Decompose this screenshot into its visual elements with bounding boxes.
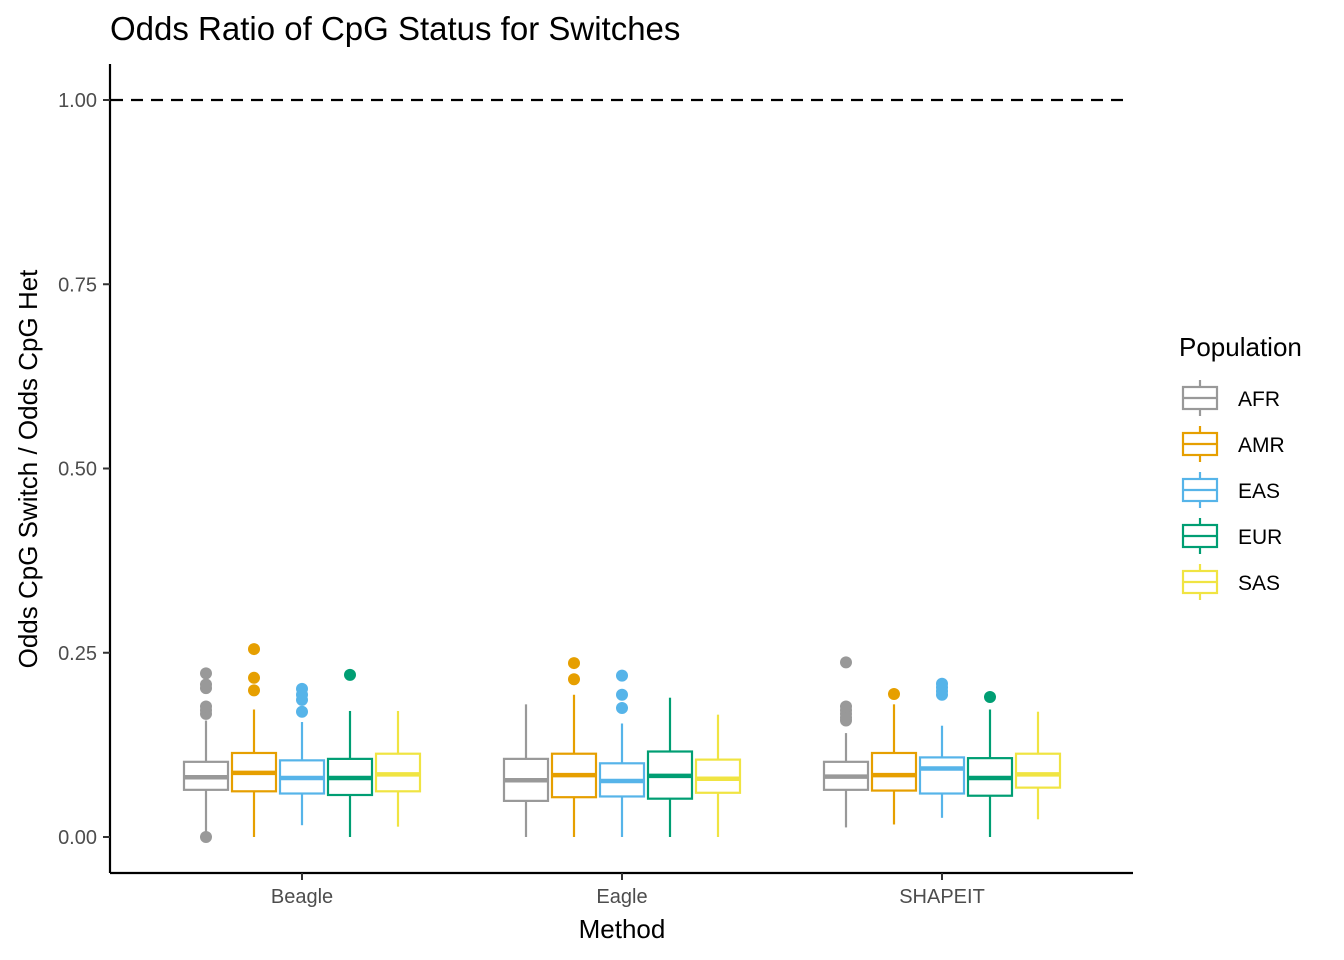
box-afr-shapeit bbox=[822, 656, 870, 828]
outlier-point bbox=[840, 700, 852, 713]
y-tick-label: 0.50 bbox=[58, 459, 97, 481]
outlier-point bbox=[568, 673, 580, 686]
box-afr-beagle bbox=[182, 667, 230, 843]
x-axis-title: Method bbox=[579, 914, 666, 944]
x-axis-ticks: Beagle Eagle SHAPEIT bbox=[271, 873, 985, 908]
legend-label: EUR bbox=[1238, 526, 1282, 549]
y-tick-label: 0.00 bbox=[58, 827, 97, 849]
box-iqr bbox=[918, 756, 966, 795]
outlier-point bbox=[296, 682, 308, 695]
x-tick-label: Beagle bbox=[271, 886, 333, 908]
box-eur-shapeit bbox=[966, 690, 1014, 837]
outlier-point bbox=[248, 671, 260, 684]
legend-item-amr: AMR bbox=[1181, 426, 1285, 462]
box-sas-shapeit bbox=[1014, 711, 1062, 820]
legend-label: EAS bbox=[1238, 480, 1280, 503]
outlier-point bbox=[568, 657, 580, 670]
x-tick-label: Eagle bbox=[596, 886, 647, 908]
outlier-point bbox=[344, 668, 356, 681]
box-sas-beagle bbox=[374, 710, 422, 827]
box-afr-eagle bbox=[502, 704, 550, 837]
x-tick-label: SHAPEIT bbox=[899, 886, 985, 908]
outlier-point bbox=[616, 688, 628, 701]
legend: Population AFR AMR EAS EUR SAS bbox=[1179, 332, 1302, 600]
outlier-point bbox=[840, 656, 852, 669]
legend-label: AMR bbox=[1238, 434, 1285, 457]
box-eur-eagle bbox=[646, 697, 694, 837]
box-iqr bbox=[870, 751, 918, 792]
outlier-point bbox=[616, 702, 628, 715]
y-axis-title: Odds CpG Switch / Odds CpG Het bbox=[13, 269, 43, 669]
outlier-point bbox=[200, 667, 212, 680]
legend-item-eas: EAS bbox=[1181, 472, 1280, 508]
outlier-point bbox=[248, 684, 260, 697]
legend-item-eur: EUR bbox=[1181, 518, 1282, 554]
outlier-point bbox=[200, 678, 212, 691]
legend-item-sas: SAS bbox=[1181, 564, 1280, 600]
outlier-point bbox=[888, 688, 900, 701]
box-eas-shapeit bbox=[918, 677, 966, 818]
outlier-point bbox=[200, 700, 212, 713]
legend-title: Population bbox=[1179, 332, 1302, 362]
y-axis-ticks: 0.00 0.25 0.50 0.75 1.00 bbox=[58, 90, 110, 849]
outlier-point bbox=[984, 690, 996, 703]
legend-item-afr: AFR bbox=[1181, 380, 1280, 416]
legend-label: AFR bbox=[1238, 388, 1280, 411]
box-iqr bbox=[1014, 752, 1062, 789]
outlier-point bbox=[296, 705, 308, 718]
outlier-point bbox=[248, 643, 260, 656]
legend-label: SAS bbox=[1238, 572, 1280, 595]
box-eas-beagle bbox=[278, 682, 326, 826]
y-tick-label: 0.25 bbox=[58, 643, 97, 665]
y-tick-label: 0.75 bbox=[58, 274, 97, 296]
box-amr-eagle bbox=[550, 657, 598, 837]
box-iqr bbox=[694, 758, 742, 794]
outlier-point bbox=[936, 677, 948, 690]
plot-area bbox=[182, 643, 1062, 843]
y-tick-label: 1.00 bbox=[58, 90, 97, 112]
box-amr-beagle bbox=[230, 643, 278, 837]
box-sas-eagle bbox=[694, 714, 742, 837]
box-amr-shapeit bbox=[870, 688, 918, 825]
chart-title: Odds Ratio of CpG Status for Switches bbox=[110, 10, 680, 47]
outlier-point bbox=[616, 669, 628, 682]
box-eur-beagle bbox=[326, 668, 374, 837]
outlier-point bbox=[200, 831, 212, 843]
box-eas-eagle bbox=[598, 669, 646, 837]
